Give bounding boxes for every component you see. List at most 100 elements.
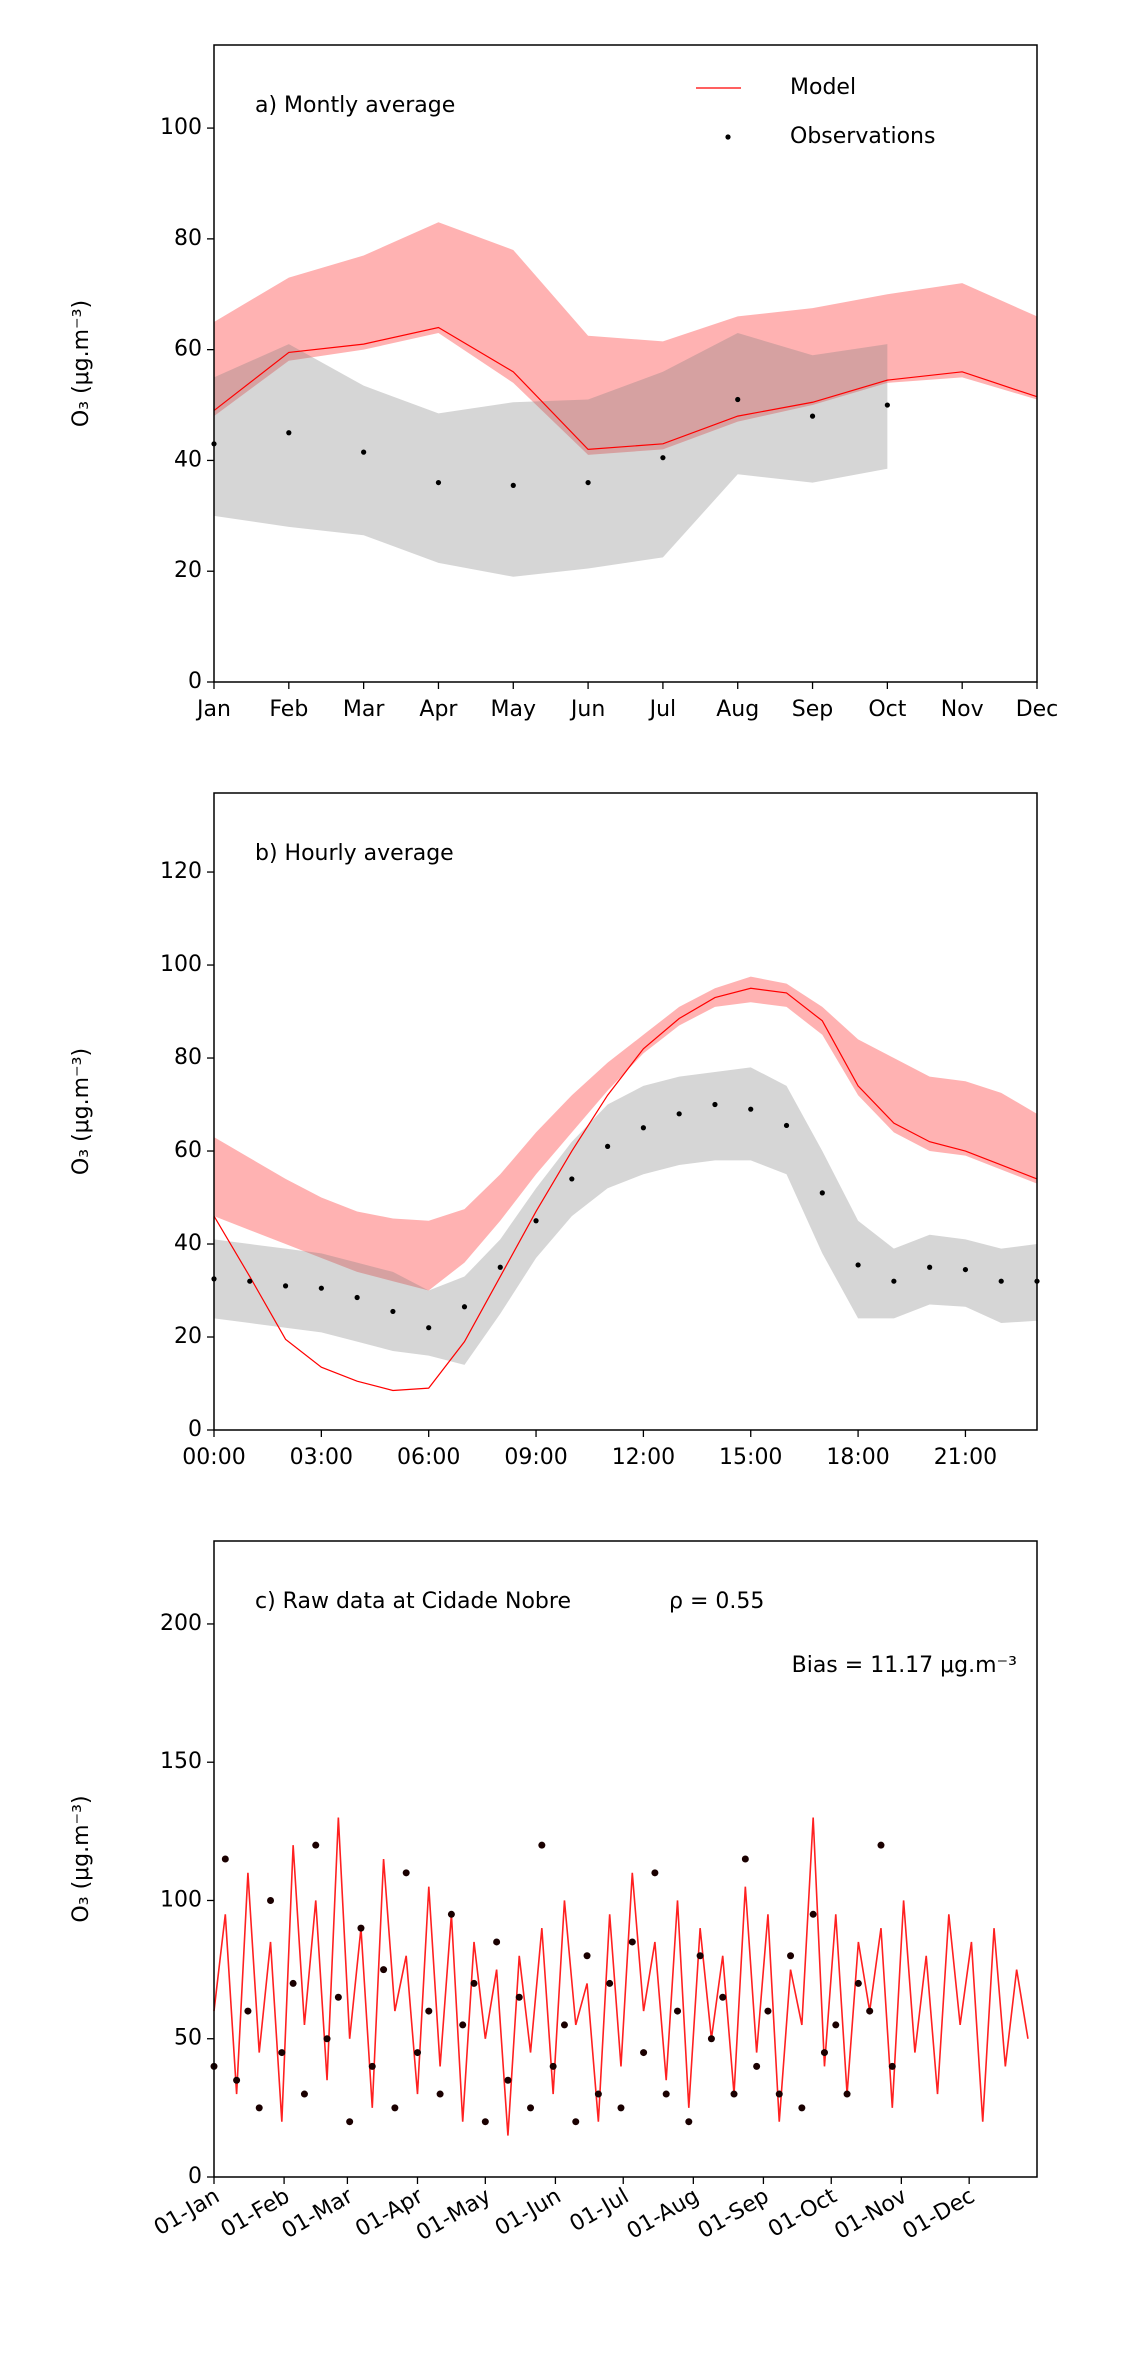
- observation-point: [361, 449, 367, 455]
- x-tick-label: Jul: [648, 697, 677, 722]
- observation-point: [221, 1855, 229, 1863]
- observation-point: [640, 2049, 648, 2057]
- observation-point: [651, 1869, 659, 1877]
- observation-point: [685, 2118, 693, 2126]
- observation-point: [809, 1910, 817, 1918]
- observation-point: [748, 1106, 754, 1112]
- observation-point: [787, 1952, 795, 1960]
- observation-point: [300, 2090, 308, 2098]
- axes-frame: [213, 792, 1038, 1431]
- panel-title: a) Montly average: [255, 93, 455, 118]
- observation-point: [334, 1993, 342, 2001]
- observation-point: [696, 1952, 704, 1960]
- observation-point: [719, 1993, 727, 2001]
- observation-point: [866, 2007, 874, 2015]
- observation-point: [318, 1285, 324, 1291]
- observation-point: [730, 2090, 738, 2098]
- annotation: ρ = 0.55: [669, 1589, 764, 1614]
- y-tick-label: 0: [188, 2164, 202, 2189]
- observation-point: [741, 1855, 749, 1863]
- observation-point: [312, 1841, 320, 1849]
- observation-point: [798, 2104, 806, 2112]
- observation-point: [402, 1869, 410, 1877]
- observation-point: [380, 1966, 388, 1974]
- band: [214, 1067, 1037, 1365]
- observation-point: [560, 2021, 568, 2029]
- observation-point: [244, 2007, 252, 2015]
- y-axis-label: O₃ (μg.m⁻³): [69, 300, 94, 427]
- observation-point: [425, 2007, 433, 2015]
- x-tick-label: 01-Dec: [899, 2184, 979, 2245]
- x-tick-label: Apr: [419, 697, 458, 722]
- observation-point: [888, 2062, 896, 2070]
- legend-label: Observations: [790, 124, 935, 149]
- y-tick-label: 80: [174, 226, 202, 251]
- x-tick-label: 00:00: [182, 1445, 245, 1470]
- legend-label: Model: [790, 75, 856, 100]
- observation-point: [510, 482, 516, 488]
- observation-point: [585, 479, 591, 486]
- y-tick-label: 0: [188, 1417, 202, 1442]
- observation-point: [459, 2021, 467, 2029]
- observation-point: [877, 1841, 885, 1849]
- observation-point: [843, 2090, 851, 2098]
- observation-point: [447, 1910, 455, 1918]
- observation-point: [504, 2076, 512, 2084]
- observation-point: [662, 2090, 670, 2098]
- observation-point: [628, 1938, 636, 1946]
- observation-point: [707, 2035, 715, 2043]
- observation-point: [426, 1325, 432, 1331]
- y-tick-label: 50: [174, 2026, 202, 2051]
- x-tick-label: 01-Jun: [491, 2184, 565, 2241]
- observation-point: [436, 2090, 444, 2098]
- y-tick-label: 100: [160, 115, 202, 140]
- observation-point: [538, 1841, 546, 1849]
- observation-point: [391, 2104, 399, 2112]
- x-tick-label: 01-Mar: [278, 2183, 358, 2244]
- observation-point: [676, 1111, 682, 1117]
- x-tick-label: 09:00: [504, 1445, 567, 1470]
- x-tick-label: 01-Sep: [694, 2184, 774, 2244]
- observation-point: [820, 2049, 828, 2057]
- observation-point: [527, 2104, 535, 2112]
- panel-title: c) Raw data at Cidade Nobre: [255, 1589, 571, 1614]
- x-tick-label: 03:00: [290, 1445, 353, 1470]
- observation-point: [617, 2104, 625, 2112]
- observation-point: [594, 2090, 602, 2098]
- x-tick-label: 01-Nov: [831, 2184, 912, 2245]
- observation-point: [549, 2062, 557, 2070]
- observation-point: [884, 402, 890, 408]
- observation-point: [809, 413, 816, 419]
- observation-point: [775, 2090, 783, 2098]
- observation-point: [660, 455, 666, 461]
- observation-point: [354, 1294, 360, 1301]
- x-tick-label: 06:00: [397, 1445, 460, 1470]
- y-tick-label: 0: [188, 669, 202, 694]
- observation-point: [764, 2007, 772, 2015]
- model-line: [213, 987, 1038, 1392]
- observation-point: [735, 396, 741, 403]
- observation-point: [753, 2062, 761, 2070]
- x-tick-label: Jun: [569, 697, 605, 722]
- y-tick-label: 80: [174, 1045, 202, 1070]
- observation-point: [854, 1979, 862, 1987]
- observation-point: [891, 1278, 897, 1284]
- observation-point: [255, 2104, 263, 2112]
- x-tick-label: Feb: [269, 697, 308, 722]
- observation-point: [819, 1190, 825, 1196]
- observation-point: [962, 1266, 969, 1273]
- y-tick-label: 40: [174, 1231, 202, 1256]
- y-tick-label: 200: [160, 1611, 202, 1636]
- observation-point: [493, 1938, 501, 1946]
- observation-point: [533, 1218, 539, 1224]
- observation-point: [640, 1125, 646, 1131]
- y-tick-label: 150: [160, 1749, 202, 1774]
- observation-point: [832, 2021, 840, 2029]
- observation-point: [413, 2049, 421, 2057]
- y-tick-label: 20: [174, 1324, 202, 1349]
- x-tick-label: Nov: [941, 697, 984, 722]
- x-tick-label: 01-Oct: [764, 2184, 841, 2243]
- observation-point: [233, 2076, 241, 2084]
- x-tick-label: May: [491, 697, 536, 722]
